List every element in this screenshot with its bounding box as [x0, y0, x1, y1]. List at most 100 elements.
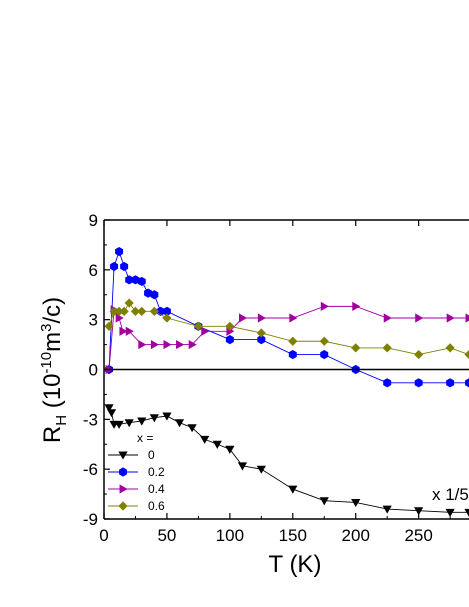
data-point — [149, 306, 159, 316]
data-point — [110, 261, 119, 272]
data-point — [288, 485, 298, 494]
legend-title: x = — [137, 431, 153, 445]
data-point — [465, 313, 469, 323]
data-point — [237, 462, 248, 471]
legend-label: 0.4 — [148, 482, 165, 496]
data-point — [257, 313, 266, 323]
legend-item: 0.4 — [108, 482, 165, 496]
data-point — [319, 336, 329, 346]
data-point — [124, 298, 134, 308]
x-tick-label: 100 — [216, 526, 244, 545]
data-point — [162, 412, 172, 421]
data-point — [150, 339, 159, 350]
data-point — [225, 445, 235, 454]
data-point — [200, 435, 210, 444]
data-point — [212, 440, 222, 449]
data-point — [464, 349, 469, 360]
data-point — [137, 306, 147, 316]
data-point — [383, 313, 392, 323]
series-line — [108, 407, 469, 513]
data-point — [114, 306, 124, 316]
series-group — [104, 246, 469, 517]
data-point — [176, 339, 185, 350]
data-point — [163, 339, 172, 350]
data-point — [414, 349, 424, 360]
series-0-4 — [105, 301, 469, 375]
y-axis-title-text: (10 — [39, 374, 66, 415]
data-point — [289, 313, 298, 323]
legend-item: 0 — [108, 448, 155, 462]
data-point — [137, 417, 147, 426]
data-point — [162, 313, 172, 323]
data-point — [415, 313, 424, 323]
data-point — [446, 378, 455, 388]
y-tick-label: -9 — [83, 510, 98, 529]
series-0 — [104, 404, 469, 517]
data-point — [130, 306, 141, 316]
data-point — [138, 339, 147, 350]
data-point — [193, 321, 203, 331]
data-point — [131, 275, 140, 285]
x-axis-title: T (K) — [269, 551, 322, 578]
series-0-2 — [105, 246, 469, 388]
data-point — [114, 420, 124, 429]
data-point — [238, 313, 248, 323]
data-point — [119, 326, 128, 336]
legend: x = 0 0.2 0.4 0.6 — [108, 431, 165, 513]
x-tick-label: 0 — [99, 526, 108, 545]
x-tick-label: 200 — [342, 526, 370, 545]
y-axis-title: RH (10-10m3/c) — [38, 297, 70, 443]
data-point — [414, 507, 424, 516]
data-point — [288, 336, 298, 346]
data-point — [187, 424, 197, 433]
data-point — [149, 414, 159, 423]
legend-label: 0.6 — [148, 499, 165, 513]
data-point — [382, 343, 392, 353]
legend-item: 0.2 — [108, 465, 165, 479]
data-point — [383, 378, 392, 388]
y-axis-title-subscript: H — [53, 415, 70, 426]
data-point — [288, 349, 297, 360]
data-point — [174, 419, 185, 428]
data-point — [201, 326, 210, 336]
x-tick-label: 250 — [404, 526, 432, 545]
data-point — [125, 326, 134, 336]
y-axis-title-symbol: R — [39, 426, 66, 443]
y-tick-label: 0 — [89, 361, 98, 380]
data-point — [162, 306, 171, 316]
data-point — [225, 321, 235, 331]
x-tick-label: 50 — [157, 526, 176, 545]
data-point — [351, 343, 361, 353]
data-point — [119, 306, 129, 316]
data-point — [109, 306, 119, 316]
data-point — [320, 349, 329, 360]
data-point — [256, 465, 266, 474]
legend-label: 0.2 — [148, 465, 165, 479]
series-line — [108, 250, 469, 384]
y-tick-label: 9 — [89, 211, 98, 230]
data-point — [319, 497, 329, 506]
y-axis-title-tail: /c) — [39, 297, 66, 324]
data-point — [124, 419, 134, 428]
y-tick-label: -6 — [83, 460, 98, 479]
data-point — [188, 339, 197, 350]
legend-label: 0 — [148, 448, 155, 462]
data-point — [150, 290, 159, 300]
series-0-6 — [104, 298, 469, 360]
legend-marker — [119, 467, 127, 477]
y-tick-label: 6 — [89, 261, 98, 280]
data-point — [106, 409, 117, 418]
data-point — [120, 261, 129, 272]
y-tick-label: -3 — [83, 410, 98, 429]
data-point — [115, 313, 124, 323]
data-point — [414, 378, 423, 388]
data-point — [104, 404, 114, 413]
data-point — [256, 328, 266, 338]
data-point — [464, 508, 469, 517]
y-axis-title-unit-exponent: 3 — [38, 324, 55, 332]
y-tick-label: 3 — [89, 311, 98, 330]
data-point — [445, 508, 455, 517]
data-point — [125, 275, 134, 285]
data-point — [382, 505, 392, 514]
